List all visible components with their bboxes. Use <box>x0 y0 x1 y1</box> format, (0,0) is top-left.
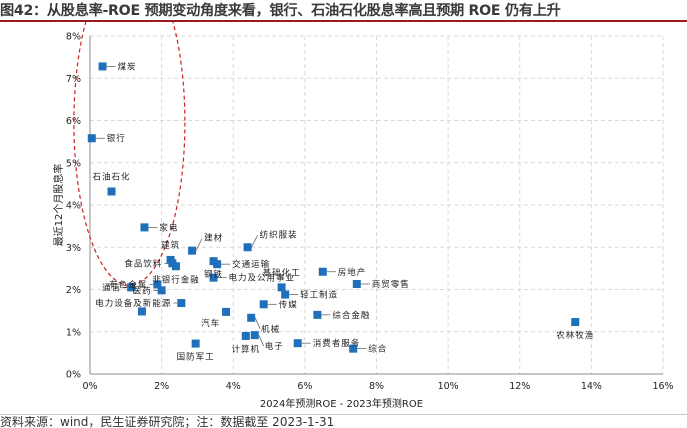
x-tick-label: 8% <box>369 381 384 392</box>
point-label: 非银行金融 <box>152 274 200 285</box>
point-label: 通信 <box>102 282 121 293</box>
point-label: 钢铁 <box>204 269 223 280</box>
point-label: 国防军工 <box>177 352 215 363</box>
y-tick-label: 1% <box>66 327 81 338</box>
point-label: 医药 <box>133 285 152 296</box>
data-point <box>157 286 166 295</box>
point-label: 煤炭 <box>118 61 137 72</box>
y-tick-labels: 0%1%2%3%4%5%6%7%8% <box>66 32 81 381</box>
point-label: 纺织服装 <box>260 229 298 240</box>
x-tick-label: 14% <box>581 381 602 392</box>
label-connector <box>251 235 258 248</box>
data-point <box>209 273 218 282</box>
x-tick-label: 12% <box>509 381 530 392</box>
data-point <box>188 246 197 255</box>
point-label: 汽车 <box>201 318 220 329</box>
point-label: 综合 <box>368 344 387 355</box>
figure-title: 图42：从股息率-ROE 预期变动角度来看，银行、石油石化股息率高且预期 ROE… <box>0 0 687 20</box>
point-label: 传媒 <box>279 299 298 310</box>
y-tick-label: 7% <box>66 74 81 85</box>
data-point <box>171 262 180 271</box>
grid-lines <box>90 35 664 374</box>
point-label: 交通运输 <box>232 259 270 270</box>
y-tick-label: 3% <box>66 243 81 254</box>
data-point <box>191 339 200 348</box>
data-point <box>153 280 162 289</box>
data-point <box>243 243 252 252</box>
data-point <box>140 223 149 232</box>
data-point <box>247 313 256 322</box>
data-point <box>87 134 96 143</box>
y-tick-label: 8% <box>66 32 81 43</box>
point-label: 电力设备及新能源 <box>95 298 171 309</box>
x-axis-label: 2024年预测ROE - 2023年预测ROE <box>260 397 423 410</box>
data-point <box>250 331 259 340</box>
point-label: 农林牧渔 <box>556 330 594 341</box>
x-tick-label: 6% <box>297 381 312 392</box>
figure-title-text: 图42：从股息率-ROE 预期变动角度来看，银行、石油石化股息率高且预期 ROE… <box>0 3 561 19</box>
x-tick-label: 2% <box>154 381 169 392</box>
point-label: 电子 <box>265 341 284 352</box>
data-point <box>281 290 290 299</box>
scatter-chart: 0% 1% 2% 3% 4% 5% 6% 7% 8% 0% 2% 4% 6% 8% 10% 12% 14% 16… <box>52 22 674 410</box>
y-tick-label: 5% <box>66 158 81 169</box>
data-point <box>259 300 268 309</box>
point-label: 石油石化 <box>92 171 130 182</box>
y-axis-label: 最近12个月股息率 <box>52 164 65 247</box>
x-tick-label: 0% <box>82 381 97 392</box>
point-label: 基础化工 <box>263 267 301 278</box>
data-point <box>177 299 186 308</box>
point-label: 食品饮料 <box>124 258 162 269</box>
data-point <box>349 344 358 353</box>
y-tick-label: 2% <box>66 285 81 296</box>
data-point <box>241 331 250 340</box>
data-points <box>87 62 580 353</box>
source-note: 资料来源：wind，民生证券研究院；注：数据截至 2023-1-31 <box>0 416 335 428</box>
axes <box>89 36 663 375</box>
data-point <box>318 267 327 276</box>
x-tick-label: 16% <box>652 381 673 392</box>
point-label: 房地产 <box>338 267 367 278</box>
data-point <box>137 307 146 316</box>
point-label: 消费者服务 <box>313 338 361 349</box>
point-label: 电力及公用事业 <box>229 273 296 284</box>
data-point <box>293 339 302 348</box>
point-label: 建材 <box>204 233 223 244</box>
label-connector <box>254 317 261 329</box>
point-label: 建筑 <box>161 240 180 251</box>
data-point <box>313 310 322 319</box>
label-connectors <box>95 66 370 349</box>
label-connector <box>195 238 203 251</box>
point-label: 商贸零售 <box>372 279 410 290</box>
data-point <box>107 187 116 196</box>
data-point <box>352 280 361 289</box>
data-point <box>127 283 136 292</box>
label-connector <box>258 334 265 347</box>
point-label: 银行 <box>107 133 126 144</box>
title-rule <box>0 20 687 22</box>
data-point <box>277 283 286 292</box>
point-label: 家电 <box>159 222 178 233</box>
x-tick-label: 10% <box>438 381 459 392</box>
data-point <box>222 307 231 316</box>
point-label: 计算机 <box>232 344 261 355</box>
point-label: 有色金属 <box>109 279 147 290</box>
x-tick-label: 4% <box>226 381 241 392</box>
data-point <box>571 318 580 327</box>
x-tick-labels: 0% 2% 4% 6% 8% 10% 12% 14% 16% <box>82 381 673 392</box>
y-tick-label: 0% <box>66 370 81 381</box>
y-tick-label: 4% <box>66 201 81 212</box>
data-point <box>98 62 107 71</box>
data-point <box>213 260 222 269</box>
point-label: 综合金融 <box>332 310 370 321</box>
point-label: 轻工制造 <box>300 290 338 301</box>
footer-rule <box>0 414 687 415</box>
point-label: 机械 <box>261 324 280 335</box>
